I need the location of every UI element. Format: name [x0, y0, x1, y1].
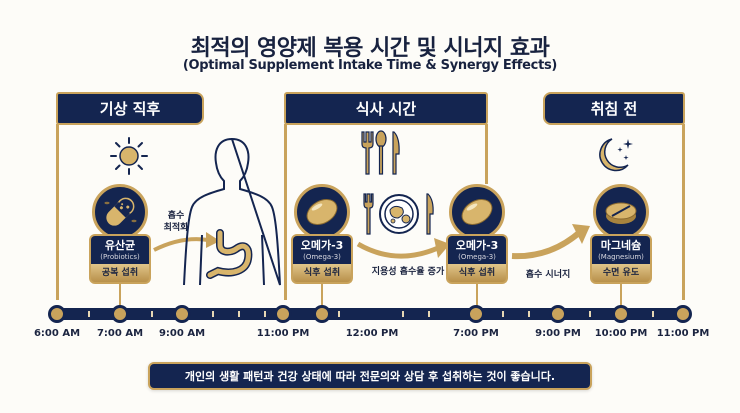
timeline-label: 7:00 PM: [453, 328, 499, 339]
timeline-tick: [528, 311, 530, 317]
timeline-tick: [238, 311, 240, 317]
absorption-note: 흡수 최적화: [163, 211, 189, 233]
timeline-tick: [428, 311, 430, 317]
timeline-tick: [402, 311, 404, 317]
phase-header-bedtime: 취침 전: [543, 92, 685, 125]
synergy-note: 흡수 시너지: [525, 270, 571, 280]
supplement-badge-omega3-2: 오메가-3 (Omega-3) 식후 섭취: [446, 184, 508, 284]
timeline-node-11pm-b: [674, 305, 692, 323]
connector-line: [476, 282, 478, 306]
plate-meal-icon: [362, 192, 436, 240]
intake-tag: 식후 섭취: [446, 264, 508, 284]
moon-stars-icon: [594, 135, 638, 179]
timeline-node-11pm-a: [274, 305, 292, 323]
timeline-label: 9:00 AM: [158, 328, 206, 339]
fat-soluble-note: 지용성 흡수율 증가: [371, 267, 445, 277]
connector-line: [119, 282, 121, 306]
timeline-tick: [151, 311, 153, 317]
timeline-tick: [264, 311, 266, 317]
phase-label: 취침 전: [590, 100, 638, 118]
arrow-icon: [356, 236, 451, 270]
timeline-label: 9:00 PM: [535, 328, 581, 339]
utensils-icon: [358, 130, 404, 180]
phase-header-morning: 기상 직후: [56, 92, 204, 125]
timeline-label: 11:00 PM: [256, 328, 310, 339]
supplement-name: 오메가-3 (Omega-3): [291, 234, 353, 264]
capsule-icon: [92, 184, 148, 240]
page-title: 최적의 영양제 복용 시간 및 시너지 효과: [190, 36, 550, 61]
timeline-tick: [338, 311, 340, 317]
timeline-tick: [88, 311, 90, 317]
timeline-label: 11:00 PM: [656, 328, 710, 339]
timeline-node-10pm: [612, 305, 630, 323]
timeline-label: 6:00 AM: [33, 328, 81, 339]
timeline-tick: [212, 311, 214, 317]
arrow-icon: [510, 222, 592, 266]
arrow-icon: [152, 228, 222, 262]
supplement-name: 오메가-3 (Omega-3): [446, 234, 508, 264]
page-subtitle: (Optimal Supplement Intake Time & Synerg…: [182, 58, 558, 73]
timeline-node-12pm: [313, 305, 331, 323]
timeline-node-7am: [111, 305, 129, 323]
footer-note: 개인의 생활 패턴과 건강 상태에 따라 전문의와 상담 후 섭취하는 것이 좋…: [148, 362, 592, 390]
timeline-label: 7:00 AM: [96, 328, 144, 339]
timeline-node-6am: [48, 305, 66, 323]
phase-divider-line: [56, 124, 59, 300]
softgel-icon: [294, 184, 350, 240]
supplement-name: 마그네슘 (Magnesium): [590, 234, 652, 264]
intake-tag: 수면 유도: [590, 264, 652, 284]
footer-note-text: 개인의 생활 패턴과 건강 상태에 따라 전문의와 상담 후 섭취하는 것이 좋…: [184, 370, 556, 383]
phase-divider-line: [485, 124, 488, 184]
phase-label: 식사 시간: [355, 100, 417, 118]
tablet-icon: [593, 184, 649, 240]
supplement-badge-magnesium: 마그네슘 (Magnesium) 수면 유도: [590, 184, 652, 284]
supplement-name: 유산균 (Probiotics): [89, 234, 151, 264]
timeline-tick: [652, 311, 654, 317]
supplement-badge-probiotics: 유산균 (Probiotics) 공복 섭취: [89, 184, 151, 284]
intake-tag: 식후 섭취: [291, 264, 353, 284]
timeline-node-9pm: [549, 305, 567, 323]
timeline-tick: [589, 311, 591, 317]
phase-header-meal: 식사 시간: [284, 92, 488, 125]
phase-divider-line: [284, 124, 287, 300]
timeline-label: 12:00 PM: [345, 328, 399, 339]
connector-line: [321, 282, 323, 306]
human-body-icon: [180, 135, 285, 299]
softgel-icon: [449, 184, 505, 240]
connector-line: [620, 282, 622, 306]
phase-label: 기상 직후: [99, 100, 161, 118]
timeline-node-9am: [173, 305, 191, 323]
timeline-bar: [50, 308, 690, 320]
sun-icon: [108, 135, 150, 181]
phase-divider-line: [682, 124, 685, 300]
intake-tag: 공복 섭취: [89, 264, 151, 284]
timeline-node-7pm: [467, 305, 485, 323]
supplement-badge-omega3-1: 오메가-3 (Omega-3) 식후 섭취: [291, 184, 353, 284]
timeline-label: 10:00 PM: [594, 328, 648, 339]
timeline-tick: [502, 311, 504, 317]
